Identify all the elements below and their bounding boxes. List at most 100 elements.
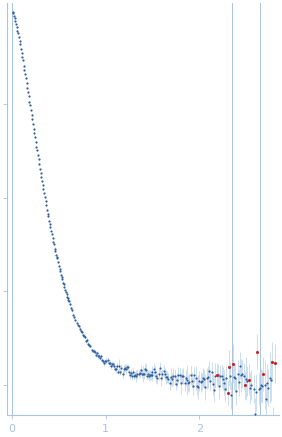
Point: [257, 385, 262, 392]
Point: [146, 371, 151, 378]
Point: [103, 358, 108, 365]
Point: [110, 361, 114, 368]
Point: [133, 371, 138, 378]
Point: [201, 374, 205, 381]
Point: [47, 221, 52, 228]
Point: [58, 268, 63, 275]
Point: [80, 329, 84, 336]
Point: [154, 373, 158, 380]
Point: [266, 384, 271, 391]
Point: [187, 378, 192, 385]
Point: [253, 410, 257, 417]
Point: [21, 62, 26, 69]
Point: [94, 350, 99, 357]
Point: [121, 366, 126, 373]
Point: [36, 156, 41, 163]
Point: [182, 380, 187, 387]
Point: [72, 314, 77, 321]
Point: [57, 266, 62, 273]
Point: [255, 348, 259, 355]
Point: [184, 375, 188, 382]
Point: [57, 262, 61, 269]
Point: [268, 377, 273, 384]
Point: [196, 384, 200, 391]
Point: [90, 347, 95, 354]
Point: [145, 372, 149, 379]
Point: [203, 383, 208, 390]
Point: [208, 378, 213, 385]
Point: [53, 247, 58, 254]
Point: [192, 372, 197, 379]
Point: [144, 366, 148, 373]
Point: [70, 307, 74, 314]
Point: [33, 134, 37, 141]
Point: [232, 374, 236, 381]
Point: [82, 332, 86, 339]
Point: [233, 374, 237, 381]
Point: [162, 371, 167, 378]
Point: [250, 434, 255, 437]
Point: [89, 347, 94, 354]
Point: [79, 328, 83, 335]
Point: [41, 181, 45, 188]
Point: [52, 245, 57, 252]
Point: [66, 296, 70, 303]
Point: [211, 381, 215, 388]
Point: [78, 326, 82, 333]
Point: [35, 147, 39, 154]
Point: [119, 364, 124, 371]
Point: [134, 372, 139, 379]
Point: [186, 380, 190, 387]
Point: [102, 360, 107, 367]
Point: [249, 382, 253, 388]
Point: [263, 381, 267, 388]
Point: [243, 382, 247, 388]
Point: [29, 111, 34, 118]
Point: [45, 206, 49, 213]
Point: [26, 89, 30, 96]
Point: [101, 357, 105, 364]
Point: [215, 371, 220, 378]
Point: [64, 291, 69, 298]
Point: [66, 295, 70, 302]
Point: [221, 375, 225, 382]
Point: [19, 45, 23, 52]
Point: [25, 84, 30, 91]
Point: [193, 375, 198, 382]
Point: [37, 161, 41, 168]
Point: [105, 357, 110, 364]
Point: [165, 374, 169, 381]
Point: [73, 317, 78, 324]
Point: [69, 305, 73, 312]
Point: [111, 361, 115, 368]
Point: [265, 380, 269, 387]
Point: [171, 373, 176, 380]
Point: [50, 230, 54, 237]
Point: [24, 75, 28, 82]
Point: [71, 311, 76, 318]
Point: [267, 374, 272, 381]
Point: [98, 354, 102, 361]
Point: [124, 365, 128, 372]
Point: [248, 385, 252, 392]
Point: [54, 253, 59, 260]
Point: [241, 373, 246, 380]
Point: [169, 373, 173, 380]
Point: [61, 279, 65, 286]
Point: [198, 378, 203, 385]
Point: [217, 383, 221, 390]
Point: [19, 49, 24, 56]
Point: [185, 377, 189, 384]
Point: [16, 29, 20, 36]
Point: [115, 363, 120, 370]
Point: [63, 286, 67, 293]
Point: [112, 362, 116, 369]
Point: [94, 352, 98, 359]
Point: [204, 375, 209, 382]
Point: [143, 366, 147, 373]
Point: [229, 392, 233, 399]
Point: [181, 372, 186, 379]
Point: [157, 371, 161, 378]
Point: [149, 371, 154, 378]
Point: [49, 227, 53, 234]
